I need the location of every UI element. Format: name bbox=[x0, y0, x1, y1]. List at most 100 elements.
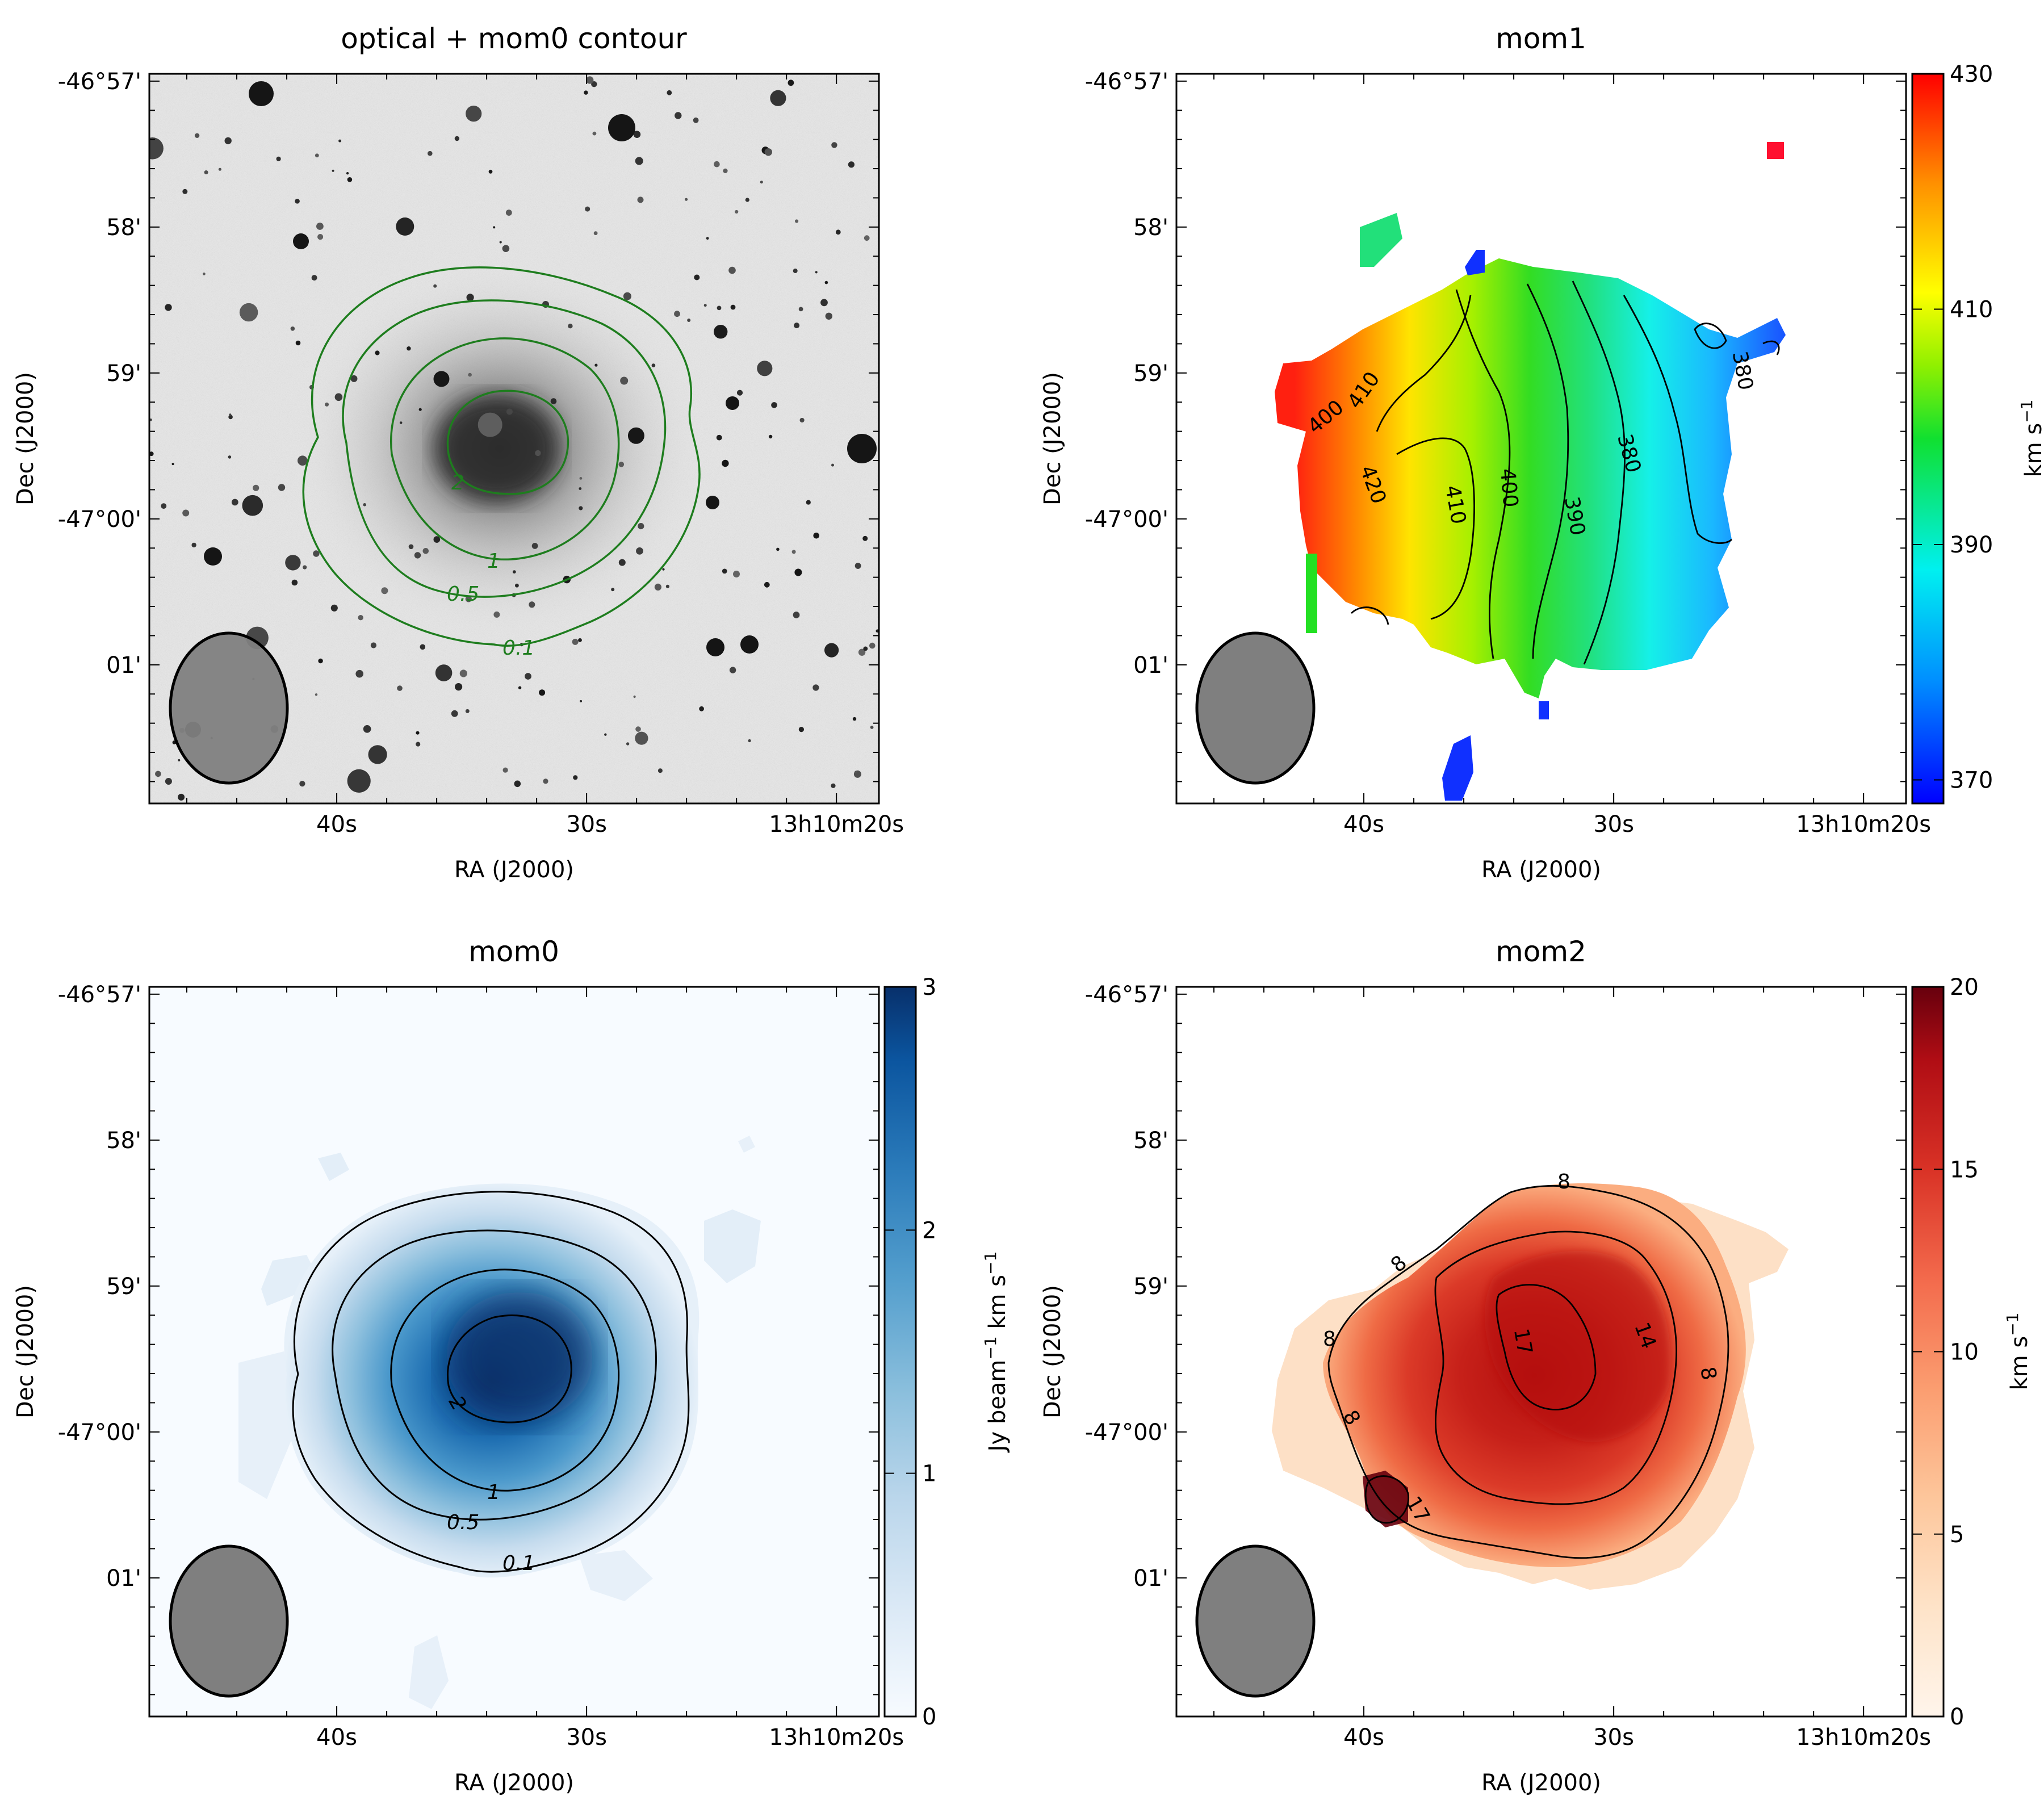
star bbox=[584, 90, 588, 95]
panel-optical: 2 1 0.5 0.1 optical + mom0 contour 40s 30… bbox=[12, 22, 904, 883]
star bbox=[618, 559, 626, 566]
panel-title: mom2 bbox=[1496, 935, 1586, 968]
optical-contour-labels: 2 1 0.5 0.1 bbox=[447, 471, 535, 660]
y-tick-label: -46°57' bbox=[1085, 982, 1168, 1008]
star bbox=[350, 375, 358, 382]
x-axis-label: RA (J2000) bbox=[1481, 857, 1601, 883]
y-tick-label: 59' bbox=[1133, 1274, 1168, 1300]
star bbox=[579, 506, 583, 510]
star bbox=[685, 198, 688, 201]
x-tick-label: 30s bbox=[566, 1724, 607, 1751]
colorbar-tick-label: 10 bbox=[1950, 1339, 1979, 1366]
colorbar-tick-label: 3 bbox=[922, 974, 936, 1000]
star bbox=[493, 611, 500, 618]
star bbox=[635, 726, 641, 732]
star bbox=[420, 644, 426, 650]
contour-label: 8 bbox=[1323, 1328, 1336, 1351]
star bbox=[768, 434, 773, 439]
star bbox=[171, 463, 174, 466]
colorbar-tick-label: 410 bbox=[1950, 297, 1993, 323]
y-tick-label: 59' bbox=[106, 1274, 141, 1300]
bright-star bbox=[204, 547, 222, 566]
axes-frame bbox=[1175, 986, 1907, 1718]
star bbox=[295, 199, 300, 204]
axes-frame bbox=[148, 73, 880, 805]
star bbox=[736, 390, 743, 396]
star bbox=[636, 547, 643, 555]
star bbox=[831, 463, 834, 467]
star bbox=[224, 137, 232, 145]
contour-2 bbox=[446, 390, 569, 495]
panel-title: optical + mom0 contour bbox=[341, 22, 687, 55]
star bbox=[798, 727, 804, 732]
star bbox=[165, 778, 172, 785]
star bbox=[620, 376, 629, 385]
beam-ellipse bbox=[1195, 631, 1316, 785]
star bbox=[794, 323, 800, 329]
star bbox=[454, 136, 460, 141]
star bbox=[699, 706, 704, 711]
x-tick-label: 13h10m20s bbox=[769, 1724, 904, 1751]
star bbox=[228, 415, 233, 420]
star bbox=[638, 523, 644, 530]
star bbox=[291, 579, 298, 586]
star bbox=[730, 304, 736, 310]
star bbox=[550, 398, 557, 404]
star bbox=[723, 168, 728, 173]
mom0-contour-labels: 2 1 0.5 0.1 bbox=[444, 1392, 535, 1575]
star bbox=[407, 346, 411, 351]
colorbar-tick-label: 0 bbox=[922, 1704, 936, 1730]
contour-0.5 bbox=[342, 299, 667, 598]
star bbox=[824, 643, 839, 658]
star bbox=[862, 535, 868, 541]
star bbox=[468, 372, 472, 377]
star bbox=[499, 241, 502, 244]
y-axis-label: Dec (J2000) bbox=[1040, 1285, 1066, 1418]
star bbox=[733, 571, 740, 577]
star bbox=[370, 642, 377, 648]
star bbox=[633, 131, 641, 138]
bright-star bbox=[608, 114, 635, 141]
beam-ellipse bbox=[1195, 1544, 1316, 1698]
star bbox=[693, 117, 699, 123]
colorbar-label: km s−1 bbox=[2003, 1313, 2033, 1391]
mom1-contours bbox=[1351, 280, 1780, 665]
star bbox=[465, 709, 470, 713]
star bbox=[635, 157, 643, 165]
star bbox=[295, 340, 301, 346]
star bbox=[722, 568, 727, 574]
star bbox=[812, 684, 819, 691]
colorbar-mom2: 0 5 10 15 20 km s−1 bbox=[1911, 974, 2033, 1730]
y-tick-label: 01' bbox=[1133, 652, 1168, 679]
star bbox=[568, 324, 573, 329]
star bbox=[502, 245, 510, 253]
star bbox=[806, 500, 811, 505]
star bbox=[303, 565, 307, 570]
star bbox=[543, 778, 548, 784]
star bbox=[820, 299, 828, 307]
contour-label: 0.1 bbox=[502, 637, 535, 660]
star bbox=[278, 484, 286, 491]
star bbox=[869, 642, 876, 649]
star bbox=[594, 363, 598, 367]
star bbox=[316, 223, 324, 230]
star bbox=[593, 231, 598, 236]
star bbox=[451, 710, 458, 717]
y-tick-label: -47°00' bbox=[58, 506, 141, 533]
star bbox=[760, 181, 763, 184]
star bbox=[355, 669, 363, 678]
star-field bbox=[149, 76, 879, 801]
star bbox=[852, 717, 857, 721]
star bbox=[771, 402, 777, 408]
colorbar-tick-label: 2 bbox=[922, 1217, 936, 1244]
x-tick-label: 30s bbox=[1593, 811, 1634, 838]
mom0-contours bbox=[292, 1191, 690, 1573]
star bbox=[855, 563, 861, 569]
star bbox=[591, 81, 597, 87]
star bbox=[506, 408, 513, 415]
mom1-fragment bbox=[1539, 701, 1549, 719]
star bbox=[478, 412, 502, 437]
star bbox=[662, 568, 665, 571]
star bbox=[194, 133, 200, 138]
colorbar-mom0: 0 1 2 3 Jy beam−1 km s−1 bbox=[883, 974, 1011, 1730]
